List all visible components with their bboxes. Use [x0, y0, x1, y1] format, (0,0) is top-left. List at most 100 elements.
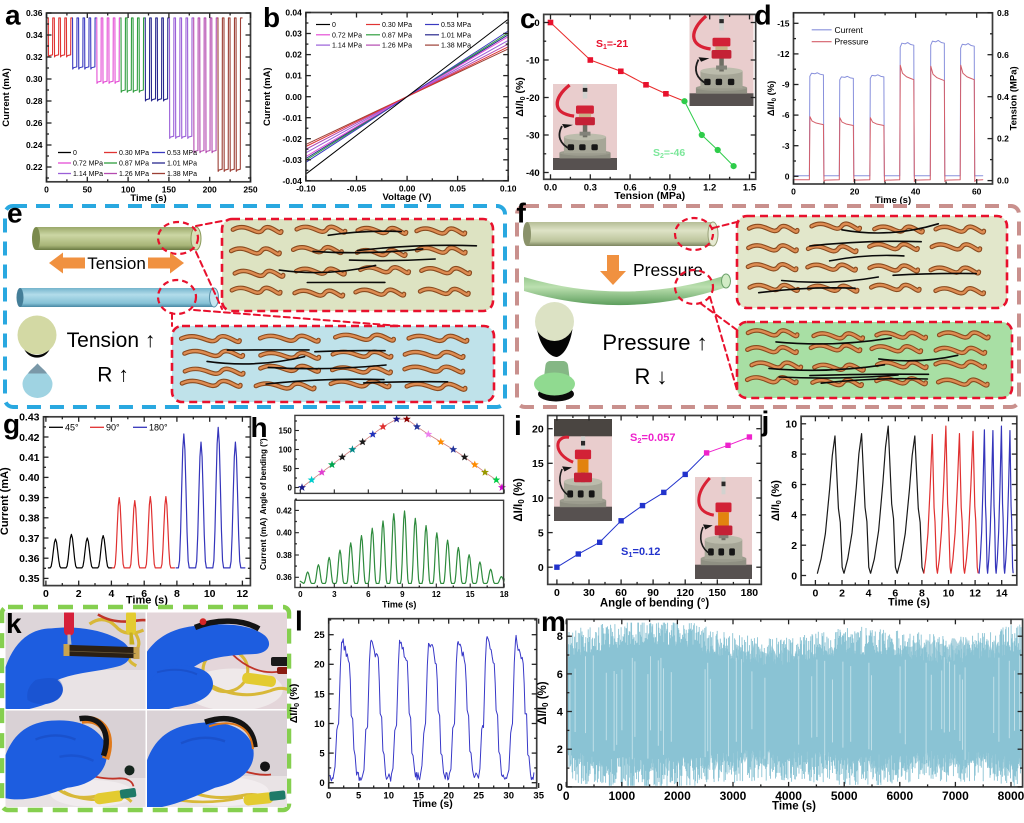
- svg-text:g: g: [3, 409, 20, 440]
- svg-text:Voltage (V): Voltage (V): [383, 192, 432, 203]
- svg-text:0.10: 0.10: [500, 183, 517, 193]
- svg-text:0.3: 0.3: [584, 182, 597, 193]
- svg-text:6: 6: [791, 479, 797, 491]
- svg-text:1.38 MPa: 1.38 MPa: [167, 171, 197, 178]
- svg-text:a: a: [5, 0, 21, 31]
- svg-text:Time (s): Time (s): [875, 195, 911, 206]
- svg-text:200: 200: [203, 184, 217, 194]
- svg-text:15: 15: [466, 590, 475, 599]
- svg-text:Angle of bending (°): Angle of bending (°): [600, 597, 710, 609]
- svg-text:S1=0.12: S1=0.12: [621, 546, 660, 559]
- svg-text:25: 25: [314, 630, 325, 641]
- svg-text:0.87 MPa: 0.87 MPa: [119, 161, 149, 168]
- svg-text:0.4: 0.4: [997, 92, 1009, 102]
- svg-text:0.42: 0.42: [276, 506, 292, 515]
- svg-text:2: 2: [557, 744, 563, 756]
- svg-text:1.01 MPa: 1.01 MPa: [167, 161, 197, 168]
- svg-text:h: h: [251, 412, 268, 443]
- svg-text:2000: 2000: [664, 789, 691, 803]
- svg-text:5: 5: [319, 749, 325, 760]
- svg-text:3: 3: [332, 590, 337, 599]
- svg-text:20: 20: [850, 187, 860, 197]
- svg-text:0: 0: [73, 150, 77, 157]
- svg-text:0.53 MPa: 0.53 MPa: [167, 150, 197, 157]
- svg-text:90: 90: [647, 587, 659, 599]
- svg-text:0.00: 0.00: [399, 183, 416, 193]
- svg-text:3000: 3000: [720, 789, 747, 803]
- svg-text:0.30 MPa: 0.30 MPa: [119, 150, 149, 157]
- svg-text:0.53 MPa: 0.53 MPa: [441, 22, 471, 29]
- svg-text:45°: 45°: [65, 423, 79, 433]
- svg-text:Current (mA): Current (mA): [262, 67, 273, 126]
- svg-text:15: 15: [314, 689, 325, 700]
- svg-text:10: 10: [532, 493, 544, 505]
- svg-text:0.36: 0.36: [26, 8, 43, 18]
- svg-text:8: 8: [174, 588, 180, 600]
- svg-text:ΔI/I0 (%): ΔI/I0 (%): [766, 81, 778, 117]
- svg-text:50: 50: [283, 464, 292, 473]
- svg-text:ΔI/I0 (%): ΔI/I0 (%): [770, 480, 783, 521]
- svg-text:4: 4: [866, 588, 872, 600]
- svg-text:2: 2: [839, 588, 845, 600]
- svg-text:0.40: 0.40: [276, 529, 292, 538]
- svg-text:e: e: [7, 198, 23, 229]
- svg-text:Time (s): Time (s): [130, 193, 166, 204]
- svg-text:6000: 6000: [886, 789, 913, 803]
- svg-text:12: 12: [237, 588, 249, 600]
- svg-text:Pressure: Pressure: [633, 260, 703, 280]
- svg-text:180: 180: [741, 587, 759, 599]
- svg-text:Time (s): Time (s): [772, 800, 816, 812]
- svg-text:8: 8: [557, 631, 563, 643]
- svg-text:c: c: [520, 3, 536, 34]
- svg-text:120: 120: [676, 587, 694, 599]
- svg-text:25: 25: [473, 791, 484, 802]
- svg-text:0.03: 0.03: [285, 29, 302, 39]
- svg-text:-0.03: -0.03: [283, 155, 303, 165]
- svg-text:5: 5: [538, 527, 544, 539]
- svg-text:10: 10: [785, 419, 797, 431]
- svg-text:0: 0: [538, 562, 544, 574]
- svg-text:1.38 MPa: 1.38 MPa: [441, 43, 471, 50]
- svg-text:0.04: 0.04: [285, 8, 302, 18]
- svg-text:0.8: 0.8: [997, 8, 1009, 18]
- svg-text:0.30 MPa: 0.30 MPa: [382, 22, 412, 29]
- svg-text:Time (s): Time (s): [888, 597, 930, 609]
- svg-text:4000: 4000: [775, 789, 802, 803]
- svg-text:0.37: 0.37: [19, 533, 40, 545]
- svg-text:7000: 7000: [942, 789, 969, 803]
- svg-text:8: 8: [919, 588, 925, 600]
- svg-text:0: 0: [44, 184, 49, 194]
- svg-text:5: 5: [356, 791, 362, 802]
- svg-text:Current (mA): Current (mA): [0, 467, 11, 535]
- svg-text:0.35: 0.35: [19, 573, 40, 585]
- svg-text:1.5: 1.5: [743, 182, 757, 193]
- svg-text:15: 15: [413, 791, 424, 802]
- svg-text:0: 0: [534, 18, 539, 29]
- svg-text:4: 4: [557, 707, 564, 719]
- svg-text:0.42: 0.42: [19, 432, 40, 444]
- svg-text:18: 18: [500, 590, 509, 599]
- svg-text:1.2: 1.2: [703, 182, 716, 193]
- svg-text:40: 40: [911, 187, 921, 197]
- svg-text:90°: 90°: [106, 423, 120, 433]
- svg-text:Current (mA): Current (mA): [258, 518, 268, 571]
- svg-text:-9: -9: [782, 80, 790, 90]
- svg-text:d: d: [755, 0, 772, 30]
- svg-text:0.36: 0.36: [276, 573, 292, 582]
- svg-text:6: 6: [557, 669, 563, 681]
- svg-text:Pressure ↑: Pressure ↑: [602, 330, 707, 355]
- svg-text:10: 10: [383, 791, 394, 802]
- svg-text:Time (s): Time (s): [382, 600, 416, 610]
- svg-text:2: 2: [791, 540, 797, 552]
- svg-text:20: 20: [532, 424, 544, 436]
- svg-text:-0.10: -0.10: [296, 183, 316, 193]
- svg-text:0.34: 0.34: [26, 30, 43, 40]
- svg-text:0.41: 0.41: [19, 452, 40, 464]
- svg-text:0.2: 0.2: [997, 134, 1009, 144]
- svg-text:Tension (MPa): Tension (MPa): [614, 190, 685, 202]
- svg-text:0: 0: [563, 789, 570, 803]
- svg-text:0: 0: [43, 588, 49, 600]
- svg-text:S2=0.057: S2=0.057: [630, 432, 675, 445]
- svg-text:0: 0: [326, 791, 331, 802]
- svg-text:0.43: 0.43: [19, 412, 40, 424]
